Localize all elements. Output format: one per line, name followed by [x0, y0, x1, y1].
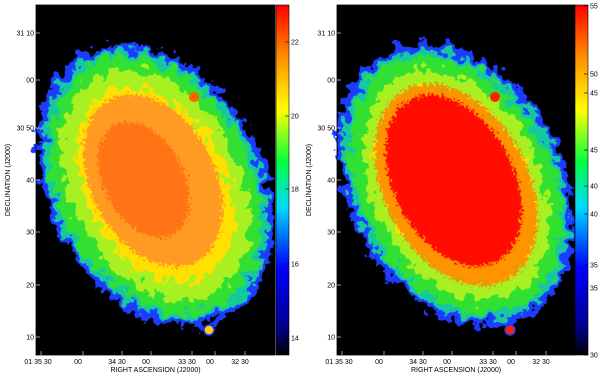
colorbar-label: 40	[590, 184, 598, 191]
x-tick-label: 00	[142, 359, 150, 366]
colorbar-label: 16	[291, 262, 299, 269]
x-tick-label: 33 30	[178, 359, 196, 366]
x-tick-label: 32 30	[231, 359, 249, 366]
colorbar-label: 18	[291, 187, 299, 194]
y-tick-label: 31 10	[16, 31, 34, 38]
colorbar	[275, 4, 290, 356]
companion	[490, 92, 500, 102]
x-tick-label: 34 30	[409, 359, 427, 366]
companion	[504, 324, 516, 336]
y-tick-label: 40	[327, 178, 335, 185]
y-tick-label: 10	[327, 335, 335, 342]
x-tick-label: 00	[507, 359, 515, 366]
x-tick-label: 32 30	[532, 359, 550, 366]
colorbar-label: 35	[590, 286, 598, 293]
y-tick-label: 20	[26, 283, 34, 290]
y-tick-label: 30 50	[16, 126, 34, 133]
y-tick-label: 00	[327, 78, 335, 85]
x-tick-label: 01 35 30	[325, 359, 352, 366]
x-tick-label: 01 35 30	[24, 359, 51, 366]
colorbar	[574, 4, 589, 356]
y-tick-label: 10	[26, 335, 34, 342]
colorbar-label: 14	[291, 336, 299, 343]
y-tick-label: 00	[26, 78, 34, 85]
x-axis-label: RIGHT ASCENSION (J2000)	[411, 367, 501, 374]
x-tick-label: 00	[206, 359, 214, 366]
y-axis-label: DECLINATION (J2000)	[306, 144, 313, 216]
galaxy-core	[374, 83, 538, 287]
y-tick-label: 30	[26, 230, 34, 237]
companion	[203, 324, 215, 336]
colorbar-label: 30	[590, 353, 598, 360]
core-layer	[385, 94, 523, 267]
x-axis-label: RIGHT ASCENSION (J2000)	[110, 367, 200, 374]
x-tick-label: 34 30	[108, 359, 126, 366]
colorbar-label: 55	[590, 4, 598, 11]
panel-right: 31 10 00 30 50 40 30 20 10 01 35 30 00 34 30 00 33 …	[306, 4, 598, 375]
x-tick-label: 00	[443, 359, 451, 366]
y-tick-label: 30 50	[317, 126, 335, 133]
colorbar-label: 40	[590, 212, 598, 219]
colorbar-label: 35	[590, 263, 598, 270]
y-axis-label: DECLINATION (J2000)	[5, 144, 12, 216]
y-tick-label: 20	[327, 283, 335, 290]
colorbar-label: 20	[291, 114, 299, 121]
panel-left: 31 10 00 30 50 40 30 20 10 01 35 30 00 34 30 00 33 …	[5, 4, 299, 374]
x-tick-label: 33 30	[479, 359, 497, 366]
colorbar-label: 45	[590, 91, 598, 98]
colorbar-label: 45	[590, 148, 598, 155]
x-tick-label: 00	[375, 359, 383, 366]
x-tick-label: 00	[74, 359, 82, 366]
y-tick-label: 30	[327, 230, 335, 237]
companion	[189, 92, 199, 102]
galaxy-core	[83, 94, 223, 267]
colorbar-label: 50	[590, 72, 598, 79]
y-tick-label: 40	[26, 178, 34, 185]
colorbar-label: 22	[291, 40, 299, 47]
y-tick-label: 31 10	[317, 31, 335, 38]
core-layer	[97, 122, 190, 238]
